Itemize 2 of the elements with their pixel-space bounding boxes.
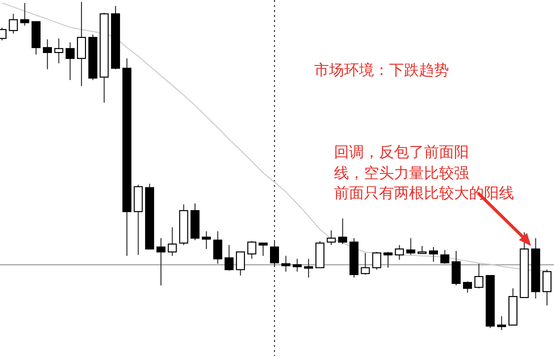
annotation: 回调，反包了前面阳线，空头力量比较强 <box>334 142 470 184</box>
annotation: 市场环境：下跌趋势 <box>314 60 450 81</box>
